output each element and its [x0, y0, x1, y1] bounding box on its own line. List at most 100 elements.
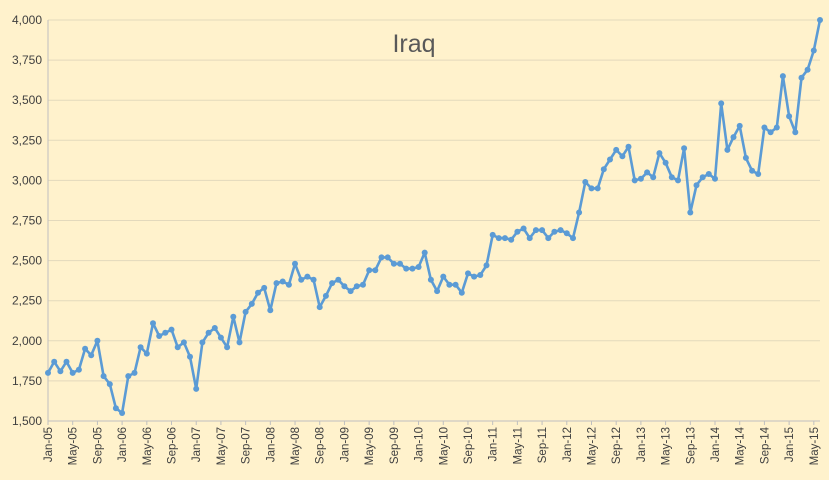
data-point	[199, 339, 206, 346]
data-point	[51, 358, 58, 365]
data-point	[409, 265, 416, 272]
data-point	[119, 410, 126, 416]
data-point	[45, 369, 51, 376]
data-point	[662, 159, 669, 166]
data-point	[316, 304, 323, 311]
data-point	[224, 344, 231, 351]
x-tick-label: May-06	[142, 427, 154, 465]
data-point	[112, 405, 119, 412]
data-point	[508, 236, 515, 243]
x-tick-label: May-12	[586, 427, 598, 465]
data-point	[495, 235, 502, 242]
data-point	[502, 235, 508, 242]
axes	[47, 20, 820, 422]
y-tick-label: 2,250	[12, 294, 42, 308]
y-axis-tick-labels: 1,500 1,750 2,000 2,250 2,500 2,750 3,000 3,250…	[12, 13, 42, 428]
data-point	[403, 265, 410, 272]
data-point	[329, 280, 336, 287]
data-point	[681, 145, 688, 152]
y-tick-label: 3,750	[12, 53, 42, 67]
data-point	[446, 281, 453, 288]
data-point	[193, 385, 200, 392]
data-point	[705, 171, 712, 177]
y-tick-label: 3,250	[12, 133, 42, 147]
y-tick-label: 3,500	[12, 93, 42, 107]
x-tick-label: Jan-14	[710, 426, 722, 462]
data-point	[279, 278, 286, 285]
data-point	[341, 283, 348, 290]
data-point	[489, 231, 496, 238]
data-point	[137, 344, 144, 351]
data-point	[607, 156, 613, 163]
data-point	[619, 153, 626, 160]
data-point	[434, 288, 441, 295]
data-point	[539, 227, 546, 234]
series-production	[45, 17, 823, 416]
data-point	[458, 289, 465, 296]
data-point	[687, 209, 694, 216]
data-point	[545, 235, 552, 242]
y-tick-label: 1,750	[12, 374, 42, 388]
x-tick-label: May-09	[364, 427, 376, 465]
data-point	[594, 185, 601, 192]
data-point	[452, 281, 459, 288]
x-tick-label: May-10	[438, 427, 450, 465]
data-point	[267, 307, 274, 314]
x-tick-label: Sep-13	[685, 427, 697, 464]
y-tick-label: 3,000	[12, 173, 42, 187]
data-point	[563, 230, 570, 237]
x-tick-label: Jan-15	[784, 427, 796, 462]
x-tick-label: Jan-06	[117, 427, 129, 462]
data-point	[57, 368, 64, 375]
x-tick-label: May-08	[290, 427, 302, 465]
x-tick-label: Sep-12	[611, 427, 623, 464]
data-point	[322, 292, 329, 299]
data-point	[588, 185, 595, 192]
data-point	[724, 146, 731, 153]
y-tick-label: 4,000	[12, 13, 42, 27]
y-tick-label: 2,000	[12, 334, 42, 348]
data-point	[570, 235, 576, 242]
data-point	[298, 276, 305, 283]
data-point	[273, 280, 280, 287]
x-tick-label: May-13	[661, 427, 673, 465]
data-point	[712, 175, 718, 182]
data-point	[125, 373, 132, 380]
data-point	[261, 284, 268, 291]
data-point	[798, 74, 805, 81]
data-point	[304, 273, 311, 280]
data-point	[526, 235, 533, 242]
x-tick-label: Jan-10	[414, 427, 426, 462]
data-point	[63, 358, 70, 365]
x-tick-label: May-14	[735, 426, 747, 465]
data-point	[817, 17, 823, 23]
data-point	[384, 254, 391, 261]
data-point	[693, 182, 700, 189]
x-tick-label: May-07	[216, 427, 228, 465]
data-point	[131, 369, 138, 376]
x-tick-label: May-15	[809, 427, 821, 465]
data-point	[174, 344, 181, 351]
data-point	[582, 179, 589, 185]
x-tick-label: Sep-10	[463, 427, 475, 464]
data-point	[230, 313, 237, 320]
x-tick-label: Jan-09	[339, 427, 351, 462]
data-point	[372, 267, 379, 274]
x-tick-label: Sep-06	[167, 427, 179, 464]
data-point	[656, 150, 663, 157]
data-point	[347, 288, 354, 295]
y-tick-label: 2,750	[12, 214, 42, 228]
data-point	[106, 381, 113, 388]
data-point	[755, 171, 762, 177]
data-point	[421, 249, 428, 256]
data-point	[360, 281, 366, 288]
series-line	[46, 18, 822, 415]
x-tick-label: Jan-13	[636, 427, 648, 462]
x-tick-label: Jan-12	[562, 427, 574, 462]
x-tick-label: Sep-11	[537, 427, 549, 463]
data-point	[242, 308, 249, 315]
data-point	[88, 352, 95, 359]
data-point	[415, 264, 422, 270]
data-point	[168, 326, 175, 333]
